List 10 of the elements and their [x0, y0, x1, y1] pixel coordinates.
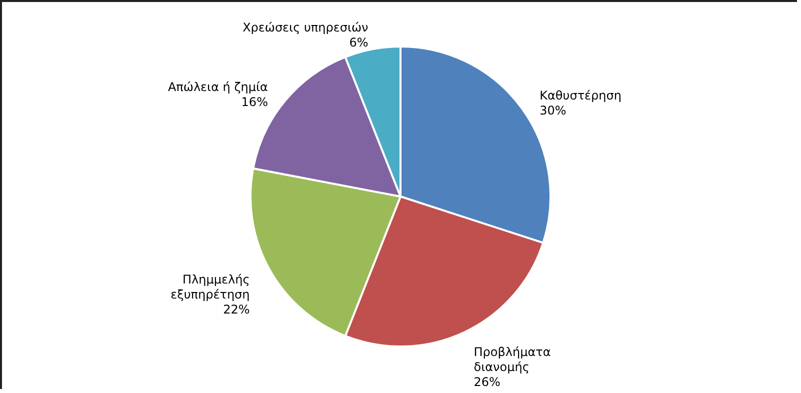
data-label: 22% — [223, 302, 250, 316]
slice-label: Καθυστέρηση — [540, 88, 622, 102]
slice-label: Χρεώσεις υπηρεσιών — [242, 20, 369, 35]
slice-label: Προβλήματα διανομής — [474, 345, 551, 374]
slice-label: Πλημμελής εξυπηρέτηση — [170, 272, 250, 302]
data-label: 26% — [474, 375, 500, 390]
slice-label: Απώλεια ή ζημία — [168, 80, 268, 94]
data-label: 6% — [349, 36, 368, 50]
data-label: 16% — [241, 94, 268, 109]
data-label: 30% — [540, 103, 566, 118]
